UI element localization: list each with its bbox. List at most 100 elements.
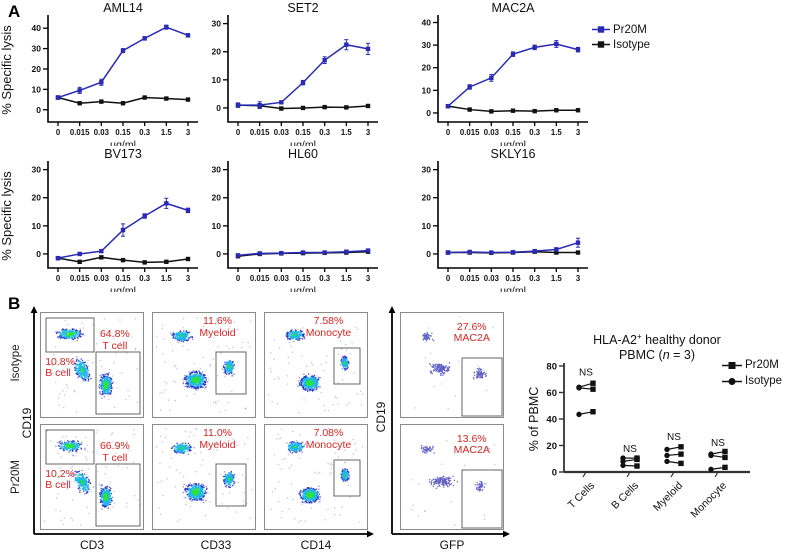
scatter-category-label: B Cells xyxy=(609,480,641,512)
chart-xlabel: μg/ml xyxy=(110,139,136,146)
svg-text:30: 30 xyxy=(32,165,42,175)
svg-text:0.15: 0.15 xyxy=(295,274,311,283)
svg-text:3: 3 xyxy=(366,274,371,283)
svg-text:10: 10 xyxy=(32,221,42,231)
chart-title: SKLY16 xyxy=(491,147,536,161)
svg-text:1.5: 1.5 xyxy=(161,128,173,137)
svg-text:10: 10 xyxy=(422,85,432,95)
svg-text:0: 0 xyxy=(216,249,221,259)
svg-text:0.015: 0.015 xyxy=(70,274,90,283)
chart-ylabel: % Specific lysis xyxy=(0,171,14,261)
cd19-gfp-axis-label: CD19 xyxy=(374,402,388,433)
gate-label-myeloid: 11.6%Myeloid xyxy=(181,316,254,340)
svg-text:0: 0 xyxy=(56,274,61,283)
svg-text:0.015: 0.015 xyxy=(250,274,270,283)
svg-text:10: 10 xyxy=(212,221,222,231)
ns-annotation: NS xyxy=(667,432,681,443)
svg-text:0.03: 0.03 xyxy=(274,128,290,137)
svg-text:0.3: 0.3 xyxy=(529,128,541,137)
legend-marker-icon xyxy=(592,25,610,34)
svg-text:0: 0 xyxy=(426,249,431,259)
svg-text:1.5: 1.5 xyxy=(161,274,173,283)
svg-text:0: 0 xyxy=(56,128,61,137)
chart-xlabel: μg/ml xyxy=(290,285,316,292)
row-label-isotype: Isotype xyxy=(10,344,22,381)
cd33-axis-label: CD33 xyxy=(201,538,232,552)
svg-text:0.15: 0.15 xyxy=(115,128,131,137)
legend-item: Isotype xyxy=(592,37,650,52)
svg-text:40: 40 xyxy=(422,18,432,28)
svg-text:1.5: 1.5 xyxy=(341,274,353,283)
cd14-axis-label: CD14 xyxy=(301,538,332,552)
svg-text:30: 30 xyxy=(32,44,42,54)
gate-label-bcell: 10.8%B cell xyxy=(45,357,91,381)
svg-text:0.3: 0.3 xyxy=(319,274,331,283)
svg-text:0.3: 0.3 xyxy=(139,128,151,137)
gate-label-myeloid: 11.0%Myeloid xyxy=(181,428,254,452)
svg-text:20: 20 xyxy=(212,193,222,203)
svg-text:3: 3 xyxy=(366,128,371,137)
svg-text:0.015: 0.015 xyxy=(250,128,270,137)
svg-text:0: 0 xyxy=(236,128,241,137)
svg-text:0.015: 0.015 xyxy=(460,128,480,137)
chart-title: BV173 xyxy=(104,147,142,161)
gate-label-tcell: 64.8%T cell xyxy=(88,329,142,353)
svg-text:3: 3 xyxy=(576,128,581,137)
legend-label: Isotype xyxy=(745,375,782,387)
legend-item: Isotype xyxy=(722,373,782,389)
scatter-category-label: T Cells xyxy=(566,480,597,511)
svg-text:0: 0 xyxy=(426,108,431,118)
svg-text:0.03: 0.03 xyxy=(94,128,110,137)
gate-label-mac2a: 27.6%MAC2A xyxy=(442,322,502,346)
legend-label: Pr20M xyxy=(613,24,647,36)
legend-item: Pr20M xyxy=(592,22,650,37)
flow-plot-isotype-cd14: 7.58%Monocyte xyxy=(264,312,368,418)
svg-text:0.15: 0.15 xyxy=(505,128,521,137)
chart-title: AML14 xyxy=(103,1,143,15)
svg-text:20: 20 xyxy=(32,193,42,203)
svg-text:0: 0 xyxy=(36,105,41,115)
svg-text:1.5: 1.5 xyxy=(551,274,563,283)
flow-plot-pr20m-cd14: 7.08%Monocyte xyxy=(264,424,368,530)
svg-text:30: 30 xyxy=(422,165,432,175)
gfp-axis-label: GFP xyxy=(440,538,465,552)
flow-plot-pr20m-gfp: 13.6%MAC2A xyxy=(400,424,504,530)
svg-text:0.015: 0.015 xyxy=(70,128,90,137)
svg-text:40: 40 xyxy=(32,23,42,33)
chart-xlabel: μg/ml xyxy=(110,285,136,292)
panel-a-legend: Pr20M Isotype xyxy=(592,22,650,52)
svg-text:0.3: 0.3 xyxy=(529,274,541,283)
legend-marker-icon xyxy=(722,376,742,387)
svg-text:30: 30 xyxy=(212,165,222,175)
chart-title: HL60 xyxy=(288,147,318,161)
svg-text:30: 30 xyxy=(212,19,222,29)
svg-text:0.3: 0.3 xyxy=(319,128,331,137)
flow-plot-isotype-cd33: 11.6%Myeloid xyxy=(152,312,256,418)
scatter-category-label: Monocyte xyxy=(688,480,729,521)
flow-plot-isotype-gfp: 27.6%MAC2A xyxy=(400,312,504,418)
svg-text:0.15: 0.15 xyxy=(115,274,131,283)
svg-text:1.5: 1.5 xyxy=(551,128,563,137)
ns-annotation: NS xyxy=(579,367,593,378)
svg-text:0: 0 xyxy=(236,274,241,283)
chart-title: SET2 xyxy=(287,1,318,15)
svg-text:0.03: 0.03 xyxy=(484,274,500,283)
legend-marker-icon xyxy=(722,360,742,371)
svg-text:20: 20 xyxy=(422,63,432,73)
svg-text:10: 10 xyxy=(32,84,42,94)
svg-text:0.3: 0.3 xyxy=(139,274,151,283)
chart-ylabel: % Specific lysis xyxy=(0,25,14,115)
chart-xlabel: μg/ml xyxy=(290,139,316,146)
ns-annotation: NS xyxy=(623,444,637,455)
scatter-category-label: Myeloid xyxy=(651,480,685,514)
flow-plot-isotype-cd3: 64.8%T cell 10.8%B cell xyxy=(40,312,144,418)
legend-label: Isotype xyxy=(613,39,650,51)
flow-plot-pr20m-cd3: 66.9%T cell 10.2%B cell xyxy=(40,424,144,530)
svg-text:1.5: 1.5 xyxy=(341,128,353,137)
gate-label-monocyte: 7.58%Monocyte xyxy=(291,316,366,340)
svg-text:0.15: 0.15 xyxy=(505,274,521,283)
